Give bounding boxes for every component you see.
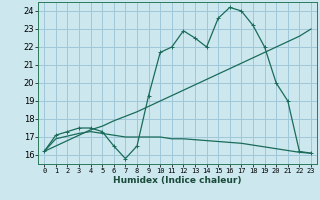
X-axis label: Humidex (Indice chaleur): Humidex (Indice chaleur) (113, 176, 242, 185)
